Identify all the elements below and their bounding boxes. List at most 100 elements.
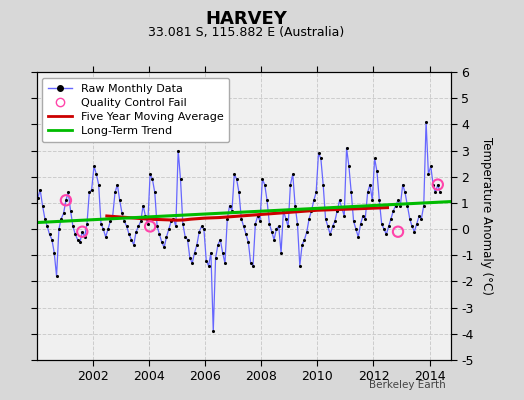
Point [433, 181, 442, 188]
Point [268, 228, 276, 235]
Point [310, 197, 318, 204]
Point [181, 234, 189, 240]
Point [144, 221, 152, 227]
Point [62, 197, 70, 204]
Point [373, 168, 381, 175]
Point [62, 197, 70, 204]
Point [162, 234, 171, 240]
Point [50, 250, 58, 256]
Point [242, 231, 250, 238]
Point [410, 228, 419, 235]
Point [139, 202, 147, 209]
Point [172, 223, 180, 230]
Point [366, 181, 374, 188]
Point [254, 213, 262, 219]
Point [80, 234, 89, 240]
Point [368, 197, 376, 204]
Point [83, 221, 91, 227]
Point [216, 236, 224, 243]
Point [113, 181, 122, 188]
Point [219, 250, 227, 256]
Point [258, 176, 267, 182]
Point [272, 226, 281, 232]
Point [97, 221, 105, 227]
Point [375, 197, 384, 204]
Point [422, 118, 430, 125]
Point [134, 223, 143, 230]
Point [324, 223, 332, 230]
Point [90, 163, 98, 170]
Point [420, 202, 428, 209]
Point [211, 255, 220, 261]
Point [277, 250, 285, 256]
Point [279, 208, 288, 214]
Point [155, 231, 163, 238]
Point [88, 187, 96, 193]
Point [281, 216, 290, 222]
Point [106, 218, 115, 224]
Point [165, 226, 173, 232]
Point [153, 223, 161, 230]
Point [190, 250, 199, 256]
Point [146, 171, 154, 177]
Point [57, 216, 66, 222]
Point [256, 218, 264, 224]
Point [67, 208, 75, 214]
Point [52, 273, 61, 280]
Point [340, 213, 348, 219]
Point [333, 208, 342, 214]
Point [350, 218, 358, 224]
Point [64, 189, 72, 196]
Point [316, 155, 325, 162]
Point [193, 242, 201, 248]
Point [291, 202, 299, 209]
Point [223, 216, 232, 222]
Point [71, 231, 80, 238]
Point [342, 145, 351, 151]
Point [356, 221, 365, 227]
Point [352, 226, 360, 232]
Point [394, 197, 402, 204]
Point [73, 236, 82, 243]
Point [296, 262, 304, 269]
Point [406, 216, 414, 222]
Point [59, 210, 68, 216]
Point [185, 255, 194, 261]
Point [85, 189, 93, 196]
Point [417, 216, 425, 222]
Point [329, 223, 337, 230]
Point [202, 257, 211, 264]
Point [118, 210, 126, 216]
Text: HARVEY: HARVEY [205, 10, 287, 28]
Point [427, 163, 435, 170]
Text: 33.081 S, 115.882 E (Australia): 33.081 S, 115.882 E (Australia) [148, 26, 344, 39]
Point [34, 194, 42, 201]
Point [141, 213, 150, 219]
Point [129, 242, 138, 248]
Point [38, 202, 47, 209]
Point [188, 260, 196, 266]
Point [78, 228, 86, 235]
Point [233, 176, 241, 182]
Point [326, 231, 334, 238]
Point [431, 189, 440, 196]
Point [345, 163, 353, 170]
Point [148, 176, 157, 182]
Point [104, 226, 112, 232]
Point [263, 197, 271, 204]
Point [433, 181, 442, 188]
Point [115, 197, 124, 204]
Point [36, 187, 45, 193]
Point [176, 176, 184, 182]
Point [94, 181, 103, 188]
Point [179, 221, 187, 227]
Point [399, 181, 407, 188]
Point [286, 181, 294, 188]
Point [204, 262, 213, 269]
Point [125, 231, 133, 238]
Point [359, 213, 367, 219]
Point [160, 244, 168, 251]
Point [251, 221, 259, 227]
Point [382, 231, 390, 238]
Point [111, 189, 119, 196]
